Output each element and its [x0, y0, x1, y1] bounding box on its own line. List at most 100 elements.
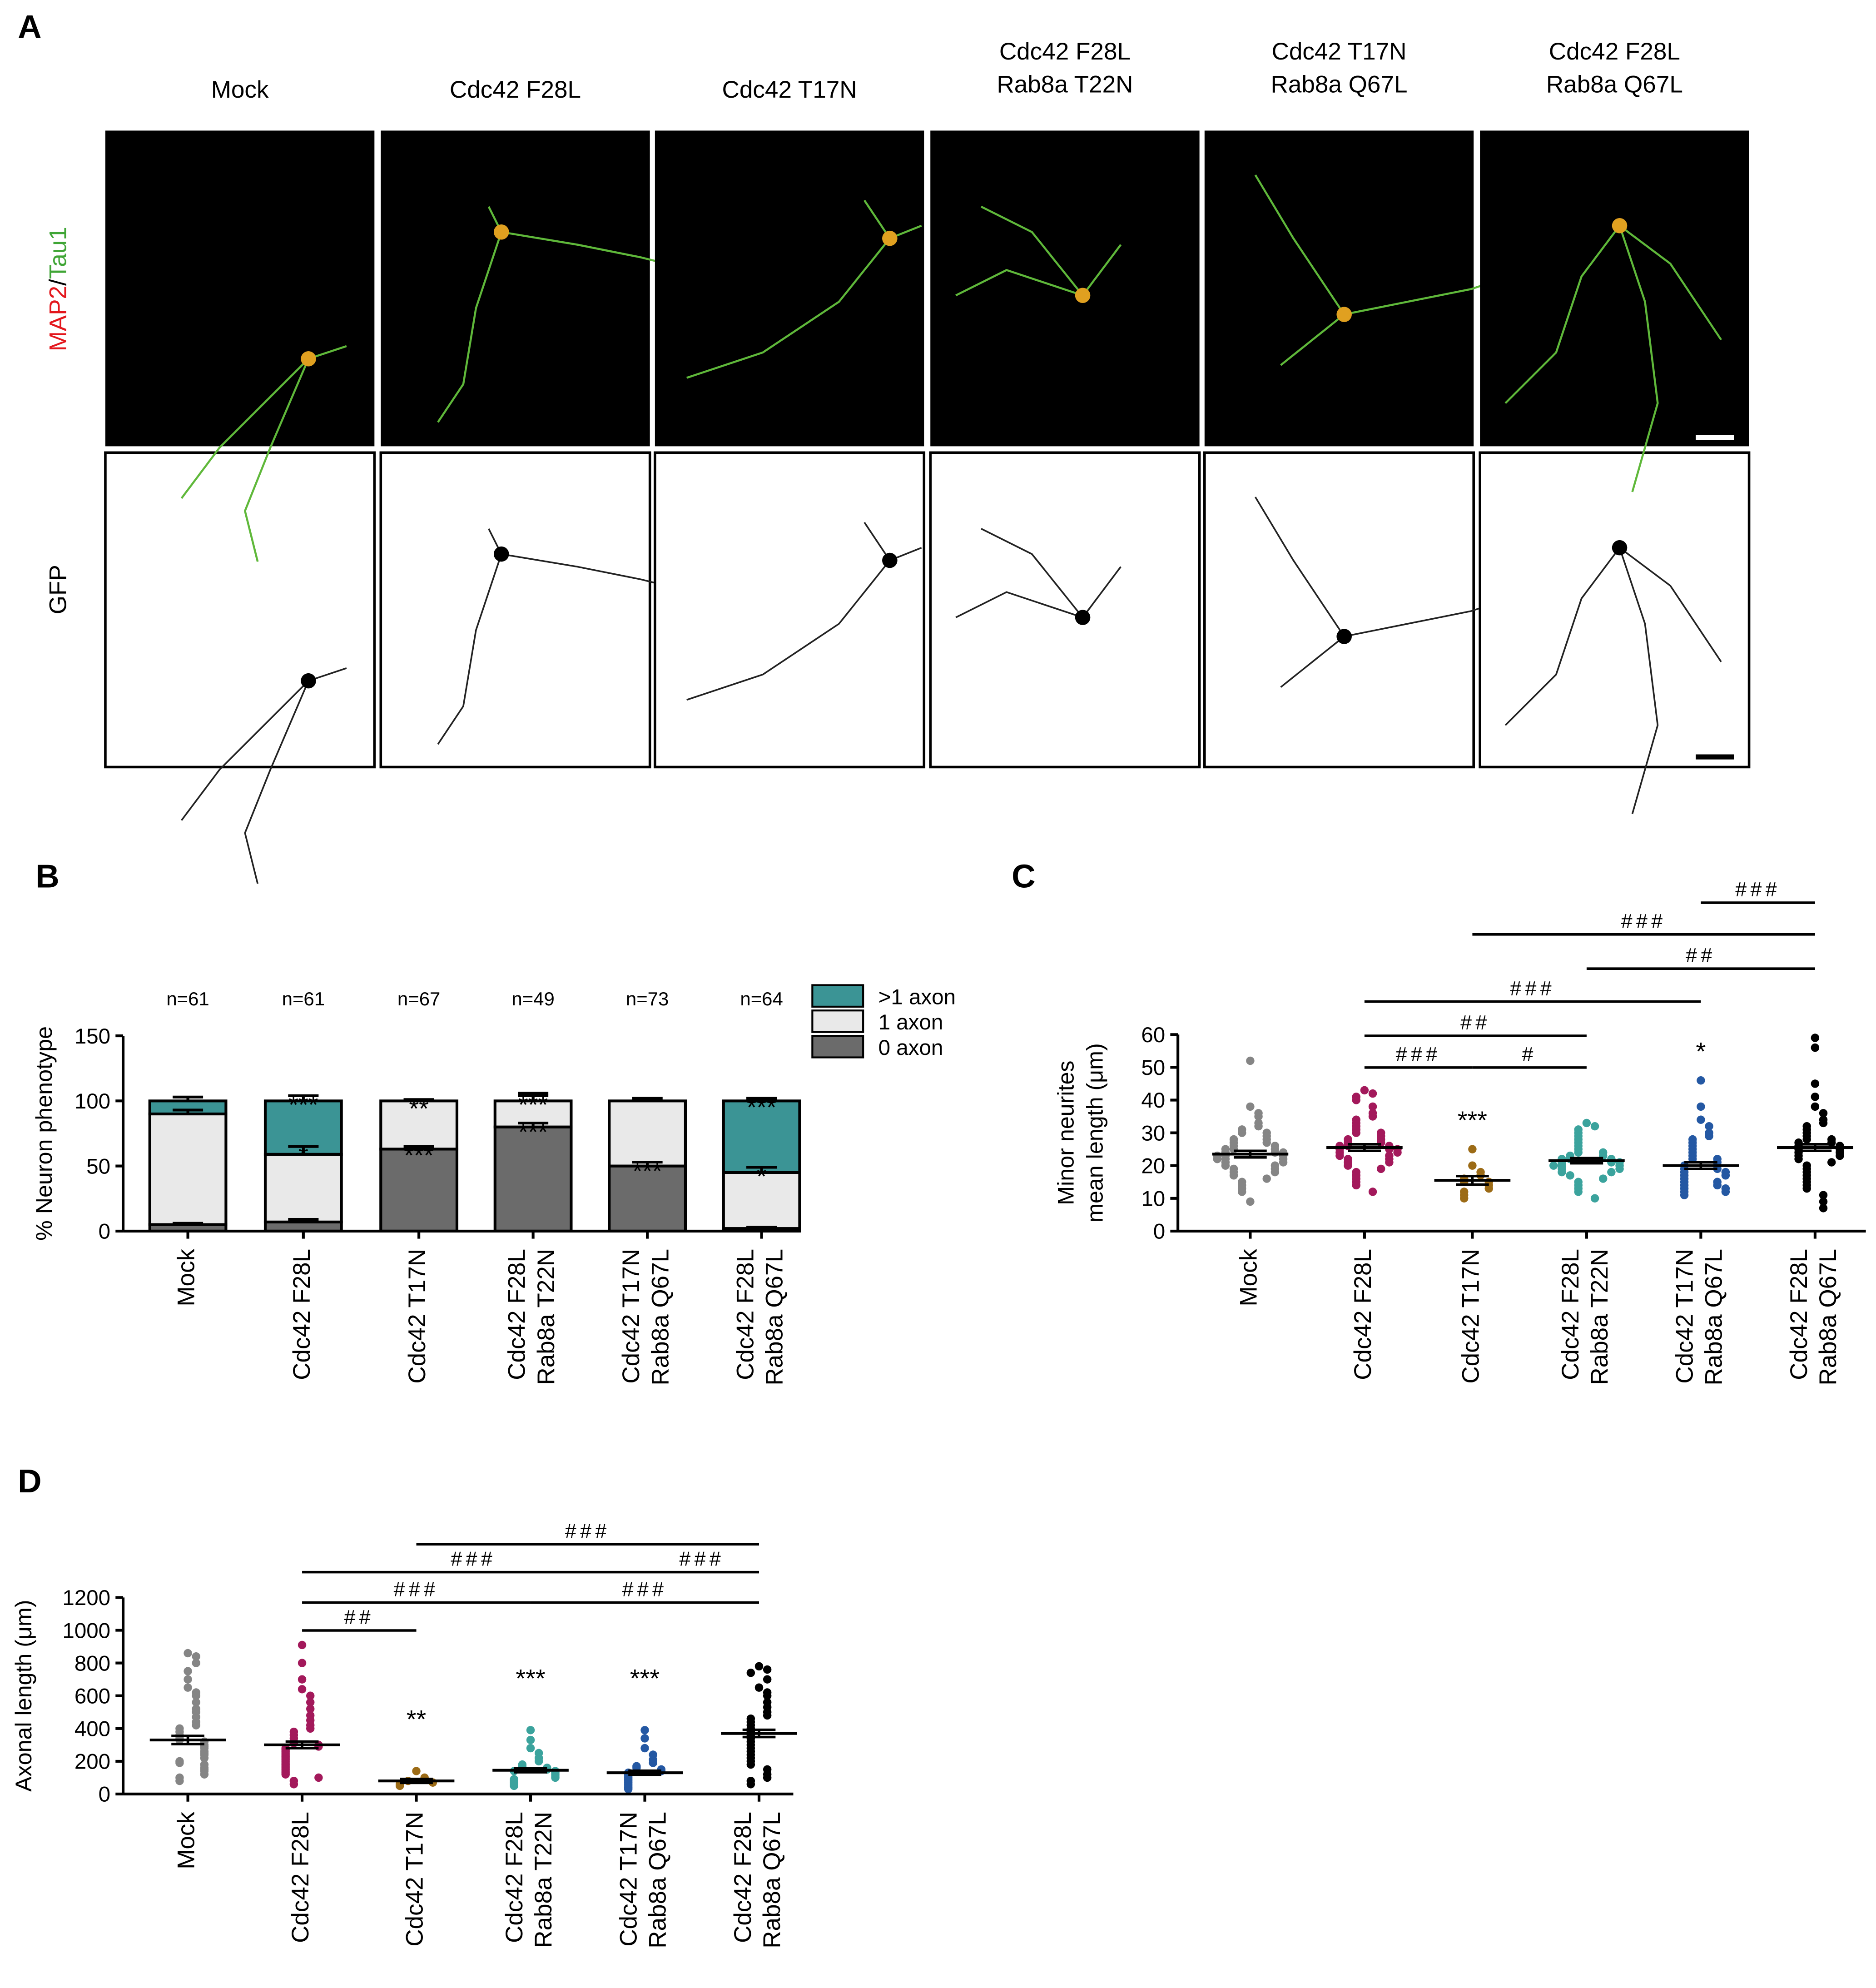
neurite [1619, 224, 1722, 341]
data-point [1229, 1145, 1238, 1153]
x-tick-label: Mock [173, 1812, 200, 1869]
error-bar [632, 1097, 663, 1101]
n-label: n=61 [282, 988, 325, 1009]
neurite [864, 199, 891, 239]
data-point [1238, 1188, 1246, 1196]
sem-bar [1570, 1157, 1603, 1165]
data-point [510, 1781, 518, 1790]
neurite [1618, 547, 1659, 815]
n-label: n=67 [397, 988, 440, 1009]
data-point [763, 1711, 772, 1720]
neurite [181, 680, 309, 821]
neurite [955, 591, 1083, 618]
y-tick-label: 200 [74, 1750, 110, 1774]
data-point [1582, 1118, 1591, 1128]
data-point [1590, 1194, 1599, 1203]
neurite [686, 238, 891, 379]
y-tick-label: 10 [1141, 1187, 1165, 1211]
data-point [526, 1735, 535, 1744]
cell-body [882, 552, 898, 568]
neurite [1254, 174, 1345, 315]
bar-segment [722, 1099, 801, 1174]
micrograph [105, 130, 375, 447]
n-label: n=61 [166, 988, 209, 1009]
bar-segment [379, 1099, 459, 1151]
data-point [1721, 1171, 1730, 1180]
y-tick-label: 20 [1141, 1154, 1165, 1178]
data-point [1574, 1188, 1583, 1196]
data-point [1558, 1168, 1566, 1177]
cell-body [493, 546, 509, 562]
data-point [1344, 1161, 1352, 1170]
data-point [1802, 1135, 1811, 1144]
data-point [1376, 1164, 1385, 1173]
micrograph [1479, 451, 1751, 769]
cell-body [1336, 629, 1352, 644]
neurite [243, 358, 310, 562]
data-point [1607, 1168, 1616, 1177]
y-tick-label: 400 [74, 1717, 110, 1741]
data-point [306, 1705, 315, 1713]
comparison-label: ### [679, 1548, 725, 1571]
neurite [955, 269, 1083, 297]
panel-letter: A [18, 9, 41, 45]
sem-bar [514, 1767, 547, 1774]
sem-bar [1348, 1143, 1381, 1153]
data-point [534, 1757, 543, 1766]
y-tick-label: 60 [1141, 1023, 1165, 1047]
legend-swatch [811, 1035, 864, 1059]
comparison-label: ### [622, 1579, 668, 1601]
data-point [1566, 1171, 1574, 1180]
data-point [1697, 1076, 1705, 1085]
micrograph [1480, 130, 1749, 447]
neurite [1280, 313, 1345, 366]
error-bar [403, 1098, 434, 1101]
data-point [754, 1662, 764, 1671]
data-point [746, 1780, 755, 1789]
comparison-label: ### [565, 1520, 610, 1542]
data-point [1246, 1197, 1255, 1206]
error-bar [173, 1222, 203, 1225]
sem-bar [285, 1740, 319, 1749]
data-point [1213, 1155, 1221, 1163]
cell-body [1075, 610, 1091, 625]
column-label: Cdc42 T17N [1271, 38, 1406, 65]
data-point [1697, 1115, 1705, 1124]
data-point [1352, 1128, 1360, 1137]
error-bar [288, 1218, 319, 1222]
data-point [1352, 1096, 1360, 1104]
data-point [298, 1685, 307, 1694]
column-label: Rab8a Q67L [1271, 71, 1407, 98]
data-point [1811, 1093, 1820, 1101]
x-tick-label: Mock [173, 1248, 200, 1306]
y-axis-label: % Neuron phenotype [31, 1026, 57, 1241]
error-bar [288, 1145, 319, 1154]
comparison-label: ### [394, 1579, 439, 1601]
x-tick-label: Rab8a Q67L [761, 1249, 788, 1386]
data-point [175, 1776, 184, 1785]
data-point [200, 1754, 209, 1762]
significance: *** [1458, 1106, 1487, 1134]
x-tick-label: Rab8a T22N [530, 1812, 557, 1948]
data-point [1254, 1112, 1263, 1121]
y-axis-label: Axonal length (μm) [11, 1600, 36, 1792]
comparison-label: ### [1396, 1044, 1441, 1066]
data-point [192, 1698, 200, 1707]
data-point [298, 1659, 307, 1667]
y-tick-label: 600 [74, 1684, 110, 1708]
data-point [1827, 1158, 1836, 1167]
data-point [1697, 1102, 1705, 1111]
column-label: Rab8a T22N [997, 71, 1133, 98]
column-label: Cdc42 F28L [999, 38, 1131, 65]
x-tick-label: Cdc42 F28L [287, 1812, 314, 1943]
significance: *** [632, 1157, 662, 1185]
x-tick-label: Cdc42 T17N [404, 1249, 431, 1384]
scale-bar [1696, 435, 1734, 440]
micrograph [104, 451, 376, 769]
significance: * [298, 1141, 308, 1170]
x-tick-label: Cdc42 T17N [1671, 1249, 1698, 1384]
y-axis-label: mean length (μm) [1082, 1043, 1108, 1223]
data-point [1368, 1102, 1377, 1111]
bar-segment [148, 1112, 228, 1226]
bar-segment [263, 1153, 343, 1223]
